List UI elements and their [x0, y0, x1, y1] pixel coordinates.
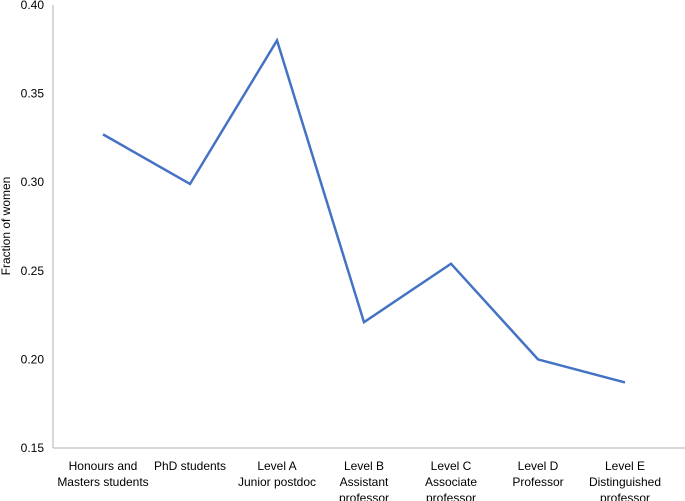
y-tick-label: 0.40	[21, 0, 45, 12]
y-tick-label: 0.25	[21, 264, 45, 278]
x-tick-label: Level B Assistant professor	[339, 459, 389, 501]
x-tick-label-line: Level C	[431, 459, 472, 473]
x-tick-label: Honours and Masters students	[57, 459, 148, 489]
x-tick-label: Level D Professor	[512, 459, 563, 489]
x-tick-label-line: Associate	[425, 475, 477, 489]
y-tick-label: 0.30	[21, 175, 45, 189]
x-tick-label-line: professor	[426, 491, 476, 501]
x-tick-label: Level E Distinguished professor	[589, 459, 661, 501]
x-tick-label-line: Masters students	[57, 475, 148, 489]
x-tick-label-line: Professor	[512, 475, 563, 489]
axes	[52, 5, 685, 449]
y-tick-label: 0.20	[21, 352, 45, 366]
x-tick-label: PhD students	[154, 459, 226, 473]
x-tick-label-line: professor	[339, 491, 389, 501]
x-tick-label-line: professor	[600, 491, 650, 501]
x-tick-label-line: Assistant	[340, 475, 389, 489]
y-tick-labels: 0.15 0.20 0.25 0.30 0.35 0.40	[21, 0, 45, 455]
x-tick-label-line: Level E	[605, 459, 645, 473]
x-tick-label-line: Distinguished	[589, 475, 661, 489]
y-tick-label: 0.15	[21, 441, 45, 455]
y-axis-label: Fraction of women	[0, 177, 13, 276]
x-tick-labels: Honours and Masters students PhD students L…	[57, 459, 661, 501]
x-tick-label: Level C Associate professor	[425, 459, 477, 501]
x-tick-label-line: Level B	[344, 459, 384, 473]
series-line	[102, 37, 626, 384]
x-tick-label: Level A Junior postdoc	[238, 459, 316, 489]
x-tick-label-line: Honours and	[69, 459, 138, 473]
x-tick-label-line: Level A	[257, 459, 296, 473]
x-tick-label-line: Junior postdoc	[238, 475, 316, 489]
y-tick-label: 0.35	[21, 87, 45, 101]
x-tick-label-line: PhD students	[154, 459, 226, 473]
x-tick-label-line: Level D	[518, 459, 559, 473]
plot-area	[102, 37, 626, 384]
